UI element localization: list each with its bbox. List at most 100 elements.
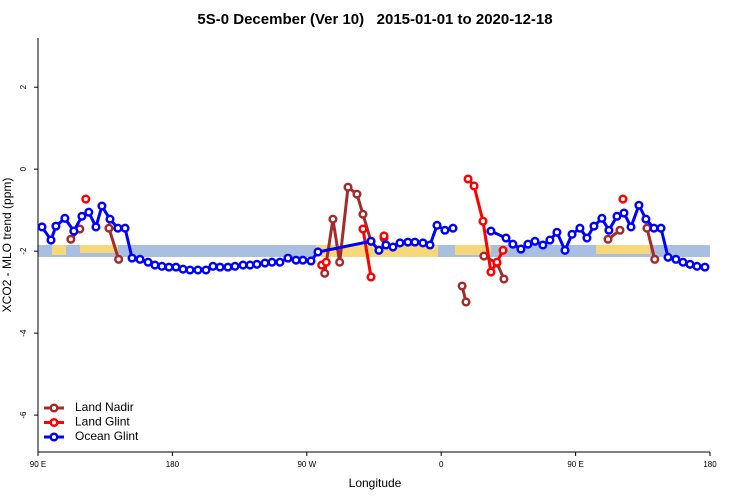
marker bbox=[215, 262, 225, 272]
marker bbox=[425, 240, 435, 250]
land-patch bbox=[52, 245, 66, 255]
marker bbox=[619, 208, 629, 218]
marker bbox=[685, 259, 695, 269]
marker bbox=[381, 240, 391, 250]
marker bbox=[440, 225, 450, 235]
marker bbox=[374, 245, 384, 255]
marker bbox=[245, 260, 255, 270]
land-patch bbox=[455, 245, 491, 255]
marker bbox=[171, 262, 181, 272]
marker bbox=[267, 257, 277, 267]
legend-marker bbox=[49, 432, 59, 442]
marker bbox=[104, 223, 114, 233]
marker bbox=[432, 220, 442, 230]
marker bbox=[127, 253, 137, 263]
marker bbox=[114, 254, 124, 264]
marker bbox=[615, 225, 625, 235]
marker bbox=[656, 223, 666, 233]
x-tick-label: 90 E bbox=[567, 460, 583, 469]
marker bbox=[113, 223, 123, 233]
marker bbox=[649, 223, 659, 233]
marker bbox=[81, 194, 91, 204]
marker bbox=[51, 221, 61, 231]
x-tick-label: 90 E bbox=[30, 460, 46, 469]
marker bbox=[516, 244, 526, 254]
marker bbox=[260, 258, 270, 268]
marker bbox=[567, 229, 577, 239]
marker bbox=[185, 265, 195, 275]
marker bbox=[313, 247, 323, 257]
x-axis-label: Longitude bbox=[349, 476, 402, 490]
marker bbox=[395, 238, 405, 248]
marker bbox=[463, 174, 473, 184]
marker bbox=[84, 207, 94, 217]
y-tick-label: 0 bbox=[19, 166, 28, 171]
marker bbox=[508, 239, 518, 249]
marker bbox=[366, 272, 376, 282]
marker bbox=[298, 255, 308, 265]
marker bbox=[230, 261, 240, 271]
marker bbox=[469, 181, 479, 191]
marker bbox=[358, 209, 368, 219]
marker bbox=[201, 265, 211, 275]
marker bbox=[642, 223, 652, 233]
marker bbox=[328, 214, 338, 224]
marker bbox=[552, 227, 562, 237]
marker bbox=[575, 223, 585, 233]
marker bbox=[479, 251, 489, 261]
marker bbox=[291, 255, 301, 265]
marker bbox=[560, 245, 570, 255]
legend-label: Land Glint bbox=[75, 415, 130, 429]
marker bbox=[69, 226, 79, 236]
legend-label: Ocean Glint bbox=[75, 429, 139, 443]
y-tick-label: 2 bbox=[19, 84, 28, 89]
marker bbox=[150, 260, 160, 270]
x-tick-label: 180 bbox=[166, 460, 180, 469]
marker bbox=[358, 224, 368, 234]
marker bbox=[120, 223, 130, 233]
marker bbox=[335, 257, 345, 267]
marker bbox=[91, 222, 101, 232]
marker bbox=[105, 214, 115, 224]
marker bbox=[650, 254, 660, 264]
marker bbox=[66, 234, 76, 244]
y-tick-label: -6 bbox=[19, 411, 28, 419]
x-tick-label: 180 bbox=[703, 460, 717, 469]
land-patch bbox=[596, 245, 650, 254]
marker bbox=[352, 189, 362, 199]
marker bbox=[208, 261, 218, 271]
marker bbox=[77, 211, 87, 221]
marker bbox=[634, 200, 644, 210]
marker bbox=[164, 262, 174, 272]
legend-marker bbox=[49, 403, 59, 413]
marker bbox=[157, 261, 167, 271]
y-tick-label: -2 bbox=[19, 247, 28, 255]
marker bbox=[320, 268, 330, 278]
marker bbox=[366, 236, 376, 246]
marker bbox=[461, 297, 471, 307]
marker bbox=[37, 222, 47, 232]
marker bbox=[538, 240, 548, 250]
marker bbox=[582, 233, 592, 243]
marker bbox=[641, 214, 651, 224]
marker bbox=[486, 226, 496, 236]
marker bbox=[604, 225, 614, 235]
marker bbox=[663, 252, 673, 262]
marker bbox=[388, 242, 398, 252]
marker bbox=[143, 257, 153, 267]
chart-title: 5S-0 December (Ver 10) 2015-01-01 to 202… bbox=[197, 11, 552, 28]
marker bbox=[283, 253, 293, 263]
marker bbox=[486, 267, 496, 277]
marker bbox=[403, 237, 413, 247]
marker bbox=[589, 221, 599, 231]
y-axis-label: XCO2 - MLO trend (ppm) bbox=[0, 178, 14, 313]
marker bbox=[457, 281, 467, 291]
marker bbox=[418, 238, 428, 248]
marker bbox=[321, 257, 331, 267]
marker bbox=[603, 234, 613, 244]
marker bbox=[97, 201, 107, 211]
marker bbox=[343, 182, 353, 192]
marker bbox=[410, 237, 420, 247]
marker bbox=[501, 233, 511, 243]
